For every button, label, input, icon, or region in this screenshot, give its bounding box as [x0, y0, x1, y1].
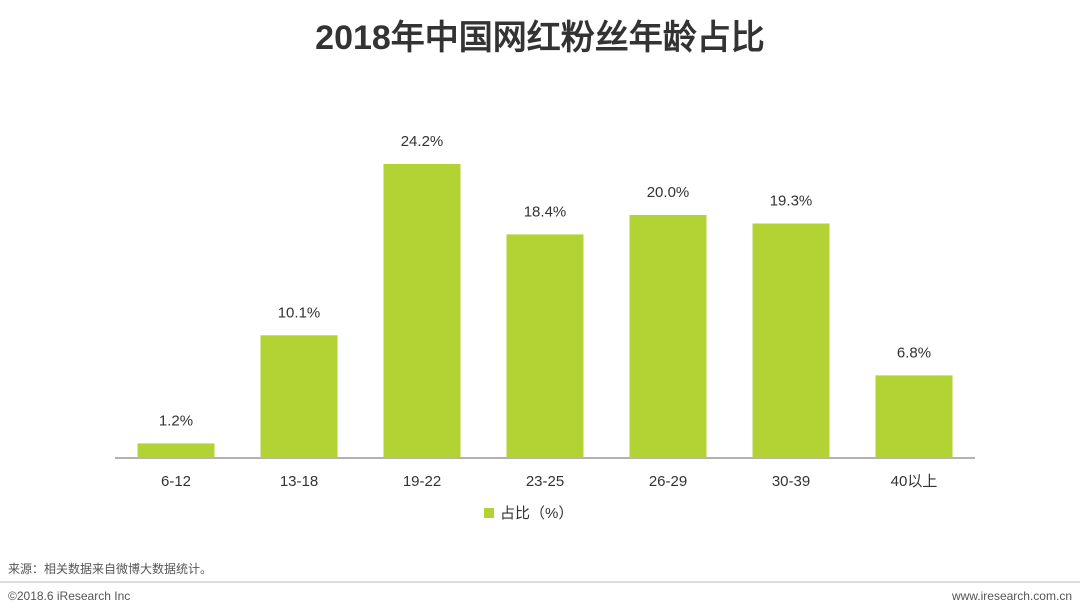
bar [137, 443, 215, 458]
data-label: 24.2% [401, 133, 444, 150]
legend-label: 占比（%） [500, 505, 573, 522]
bar [383, 163, 461, 458]
website: www.iresearch.com.cn [951, 589, 1072, 603]
x-tick-label: 13-18 [280, 473, 318, 490]
legend-swatch [484, 508, 494, 518]
data-label: 19.3% [770, 192, 813, 209]
bar [875, 375, 953, 458]
data-label: 18.4% [524, 203, 567, 220]
data-label: 6.8% [897, 344, 931, 361]
x-tick-label: 6-12 [161, 473, 191, 490]
bar [260, 335, 338, 458]
chart-title: 2018年中国网红粉丝年龄占比 [315, 19, 765, 57]
data-label: 1.2% [159, 412, 193, 429]
x-tick-label: 40以上 [891, 473, 938, 490]
x-tick-label: 30-39 [772, 473, 810, 490]
x-tick-label: 23-25 [526, 473, 564, 490]
data-label: 20.0% [647, 184, 690, 201]
bar [629, 215, 707, 458]
x-tick-label: 26-29 [649, 473, 687, 490]
bar [506, 234, 584, 458]
bar [752, 223, 830, 458]
x-tick-label: 19-22 [403, 473, 441, 490]
data-label: 10.1% [278, 304, 321, 321]
source-note: 来源：相关数据来自微博大数据统计。 [8, 561, 212, 576]
copyright: ©2018.6 iResearch Inc [8, 589, 130, 603]
